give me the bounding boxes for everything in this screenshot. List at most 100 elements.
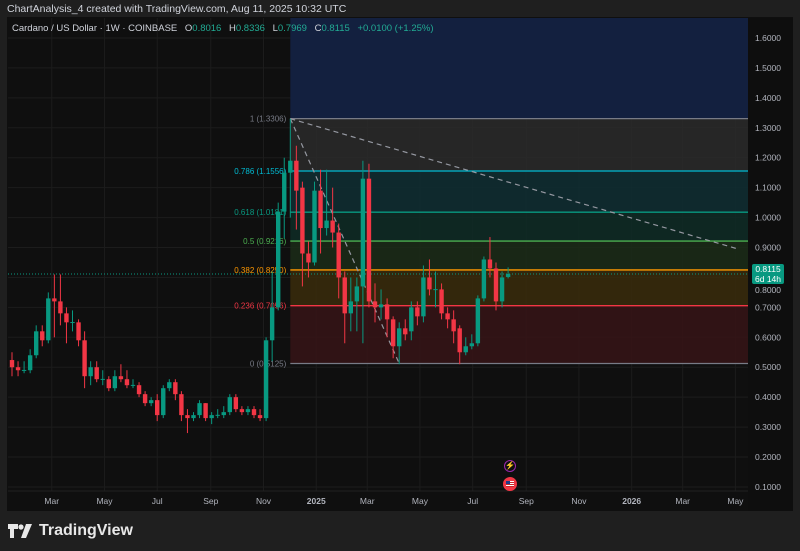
candle-body — [167, 382, 172, 389]
price-tick-label: 0.8000 — [755, 285, 781, 295]
candle-body — [185, 415, 190, 419]
candle-body — [427, 277, 432, 290]
chart-credit: ChartAnalysis_4 created with TradingView… — [7, 3, 347, 15]
price-tick-label: 0.4000 — [755, 392, 781, 402]
candle-body — [70, 322, 75, 324]
time-tick-label: Nov — [256, 496, 272, 506]
candle-body — [451, 319, 456, 332]
candle-body — [82, 340, 87, 377]
fib-zone — [290, 212, 748, 242]
price-tick-label: 0.2000 — [755, 452, 781, 462]
candle-body — [179, 394, 184, 416]
us-flag-icon[interactable] — [503, 477, 517, 491]
candle-body — [9, 360, 15, 368]
candle-body — [94, 367, 99, 380]
time-tick-label: 2025 — [307, 496, 326, 506]
candle-body — [124, 379, 130, 386]
high-value: 0.8336 — [235, 23, 265, 34]
fib-level-label: 0.236 (0.7056) — [234, 302, 286, 311]
candle-body — [100, 378, 105, 380]
fib-zone — [290, 171, 748, 213]
candle-body — [58, 301, 63, 314]
candle-body — [282, 172, 287, 212]
time-tick-label: Jul — [152, 496, 163, 506]
candle-body — [233, 397, 239, 410]
time-tick-label: Jul — [467, 496, 478, 506]
price-tick-label: 1.2000 — [755, 153, 781, 163]
candle-body — [136, 385, 142, 395]
price-tick-label: 0.5000 — [755, 362, 781, 372]
price-tick-label: 0.6000 — [755, 332, 781, 342]
candle-body — [227, 397, 232, 413]
candle-body — [348, 301, 353, 314]
price-tick-label: 0.7000 — [755, 302, 781, 312]
candle-body — [409, 307, 414, 332]
last-price-badge: 0.8115 6d 14h — [752, 264, 784, 284]
time-tick-label: Sep — [203, 496, 218, 506]
candle-body — [118, 376, 124, 380]
candle-body — [499, 277, 505, 302]
candle-body — [445, 313, 450, 320]
candle-body — [336, 232, 341, 278]
fib-level-label: 1 (1.3306) — [250, 115, 287, 124]
trend-line — [290, 118, 739, 250]
candle-body — [112, 376, 118, 389]
candle-body — [88, 367, 93, 377]
brand-name: TradingView — [39, 522, 133, 539]
candle-body — [239, 409, 245, 413]
candle-body — [300, 187, 305, 254]
candle-body — [76, 322, 81, 341]
candle-body — [390, 319, 396, 347]
time-tick-label: May — [412, 496, 429, 506]
change-value: +0.0100 (+1.25%) — [357, 23, 434, 34]
candle-body — [403, 328, 408, 335]
candle-body — [288, 160, 293, 173]
candle-body — [106, 379, 111, 389]
candle-body — [34, 331, 39, 356]
candle-body — [257, 415, 263, 419]
price-tick-label: 0.9000 — [755, 243, 781, 253]
candle-body — [263, 340, 269, 419]
candle-body — [251, 409, 257, 416]
fib-level-label: 0.786 (1.1556) — [234, 167, 286, 176]
fib-zone — [290, 269, 748, 306]
symbol-title[interactable]: Cardano / US Dollar · 1W · COINBASE — [12, 23, 178, 34]
time-tick-label: Mar — [675, 496, 690, 506]
tradingview-logo-icon — [8, 524, 32, 538]
time-tick-label: May — [96, 496, 113, 506]
candle-body — [342, 277, 347, 314]
fib-level-label: 0.5 (0.9216) — [243, 237, 286, 246]
price-tick-label: 1.0000 — [755, 213, 781, 223]
time-tick-label: 2026 — [622, 496, 641, 506]
candle-body — [40, 331, 45, 341]
candle-body — [505, 273, 511, 277]
lightning-icon[interactable]: ⚡ — [504, 460, 516, 472]
candle-body — [481, 259, 487, 299]
candle-body — [52, 298, 57, 302]
candle-body — [161, 388, 166, 416]
tradingview-logo[interactable]: TradingView — [8, 522, 133, 540]
low-value: 0.7969 — [277, 23, 307, 34]
price-tick-label: 0.3000 — [755, 422, 781, 432]
candle-body — [21, 369, 27, 371]
candle-body — [433, 289, 438, 291]
candle-body — [245, 409, 251, 413]
candle-body — [487, 259, 493, 269]
time-tick-label: Sep — [519, 496, 534, 506]
bar-countdown: 6d 14h — [755, 274, 781, 284]
open-label: O — [184, 23, 193, 34]
candle-body — [203, 403, 208, 419]
time-tick-label: Mar — [44, 496, 59, 506]
candle-body — [330, 220, 335, 233]
last-price-value: 0.8115 — [755, 264, 781, 274]
candle-body — [354, 286, 360, 302]
fib-zone — [290, 305, 748, 364]
candle-body — [155, 400, 160, 416]
candle-body — [384, 304, 390, 320]
candle-body — [312, 190, 317, 263]
candle-body — [397, 328, 402, 347]
candle-body — [27, 355, 33, 371]
fib-zone — [290, 118, 748, 172]
price-tick-label: 1.4000 — [755, 93, 781, 103]
